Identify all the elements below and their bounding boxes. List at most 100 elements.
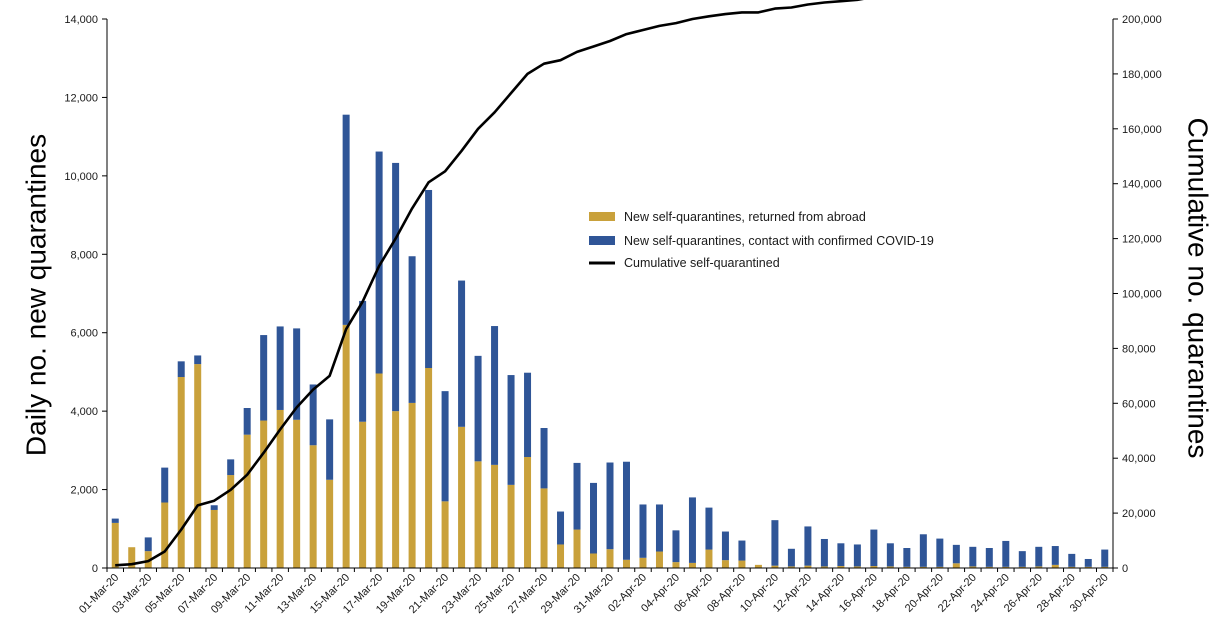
bar-abroad-20-Mar-20 [425, 368, 433, 568]
bar-abroad-20-Apr-20 [936, 566, 944, 568]
bar-contact-20-Mar-20 [425, 189, 433, 369]
right-tick-label: 160,000 [1122, 124, 1162, 136]
left-tick-label: 10,000 [64, 171, 98, 183]
bar-abroad-11-Apr-20 [787, 566, 795, 568]
bar-abroad-05-Mar-20 [177, 377, 185, 568]
bar-contact-17-Mar-20 [375, 151, 383, 374]
bar-abroad-02-Mar-20 [128, 547, 136, 568]
bar-contact-26-Apr-20 [1035, 546, 1043, 567]
bar-contact-11-Mar-20 [276, 326, 284, 410]
bar-abroad-03-Mar-20 [144, 551, 152, 568]
bar-contact-08-Apr-20 [738, 540, 746, 561]
bar-contact-20-Apr-20 [936, 538, 944, 567]
bar-contact-24-Mar-20 [491, 326, 499, 465]
bar-contact-19-Mar-20 [408, 256, 416, 403]
bar-abroad-31-Mar-20 [606, 549, 614, 568]
bar-contact-10-Apr-20 [771, 520, 779, 566]
bar-contact-12-Mar-20 [293, 328, 301, 420]
bar-contact-04-Apr-20 [672, 530, 680, 563]
bar-abroad-30-Mar-20 [590, 553, 598, 568]
bar-abroad-04-Apr-20 [672, 562, 680, 568]
bar-contact-15-Mar-20 [342, 114, 350, 325]
bar-abroad-19-Mar-20 [408, 402, 416, 568]
right-tick-label: 140,000 [1122, 179, 1162, 191]
bar-contact-05-Mar-20 [177, 361, 185, 378]
bar-contact-13-Mar-20 [309, 384, 317, 446]
bar-contact-22-Apr-20 [969, 546, 977, 567]
right-tick-label: 60,000 [1122, 398, 1156, 410]
bar-contact-27-Apr-20 [1051, 546, 1059, 565]
bar-contact-18-Apr-20 [903, 548, 911, 567]
bar-abroad-21-Mar-20 [441, 501, 449, 568]
left-axis-ticks: 0 2,000 4,000 6,000 8,000 10,000 12,000 14,000 [64, 14, 107, 575]
left-tick-label: 4,000 [70, 406, 98, 418]
bar-abroad-27-Apr-20 [1051, 564, 1059, 568]
bar-abroad-16-Mar-20 [359, 421, 367, 568]
bar-abroad-03-Apr-20 [655, 551, 663, 568]
bar-contact-13-Apr-20 [820, 538, 828, 567]
legend-label-abroad: New self-quarantines, returned from abro… [624, 210, 866, 224]
right-tick-label: 180,000 [1122, 69, 1162, 81]
bar-abroad-08-Mar-20 [227, 475, 235, 568]
cumulative-line [115, 0, 864, 567]
right-tick-label: 80,000 [1122, 343, 1156, 355]
bar-contact-29-Apr-20 [1084, 558, 1092, 567]
bar-abroad-30-Apr-20 [1101, 566, 1109, 568]
bar-abroad-24-Mar-20 [491, 464, 499, 568]
bar-abroad-18-Mar-20 [392, 411, 400, 568]
bar-abroad-22-Mar-20 [458, 426, 466, 568]
cumulative-line-layer [115, 0, 864, 567]
bar-abroad-24-Apr-20 [1002, 566, 1010, 568]
bar-contact-07-Mar-20 [210, 505, 218, 510]
bar-contact-23-Apr-20 [985, 548, 993, 567]
bar-abroad-11-Mar-20 [276, 409, 284, 568]
bar-contact-19-Apr-20 [919, 534, 927, 567]
bar-contact-04-Mar-20 [161, 467, 169, 503]
bar-contact-23-Mar-20 [474, 355, 482, 462]
bar-abroad-18-Apr-20 [903, 566, 911, 568]
bar-contact-26-Mar-20 [524, 372, 532, 458]
legend: New self-quarantines, returned from abro… [589, 210, 934, 270]
bar-abroad-07-Mar-20 [210, 509, 218, 568]
bar-contact-16-Mar-20 [359, 300, 367, 422]
bar-abroad-25-Mar-20 [507, 484, 515, 568]
bar-abroad-10-Apr-20 [771, 565, 779, 568]
bar-contact-31-Mar-20 [606, 462, 614, 550]
bar-abroad-06-Mar-20 [194, 364, 202, 568]
bar-contact-21-Mar-20 [441, 391, 449, 502]
bar-contact-01-Mar-20 [111, 518, 119, 523]
bar-contact-14-Mar-20 [326, 419, 334, 480]
right-tick-label: 100,000 [1122, 289, 1162, 301]
bar-abroad-19-Apr-20 [919, 566, 927, 568]
bar-abroad-27-Mar-20 [540, 488, 548, 568]
legend-label-cumulative: Cumulative self-quarantined [624, 256, 780, 270]
bar-abroad-25-Apr-20 [1018, 566, 1026, 568]
right-axis-ticks: 0 20,000 40,000 60,000 80,000 100,000 120,000 1… [1113, 14, 1162, 575]
right-tick-label: 120,000 [1122, 234, 1162, 246]
bar-contact-28-Apr-20 [1068, 553, 1076, 567]
bar-abroad-26-Apr-20 [1035, 566, 1043, 568]
bar-abroad-14-Apr-20 [837, 566, 845, 568]
bar-abroad-01-Apr-20 [622, 559, 630, 568]
bar-abroad-23-Apr-20 [985, 566, 993, 568]
bar-contact-11-Apr-20 [787, 548, 795, 567]
bar-abroad-13-Mar-20 [309, 445, 317, 568]
x-axis-ticks: 01-Mar-2003-Mar-2005-Mar-2007-Mar-2009-M… [77, 568, 1114, 616]
bar-contact-15-Apr-20 [853, 544, 861, 567]
legend-swatch-contact [589, 236, 615, 245]
legend-swatch-abroad [589, 212, 615, 221]
bar-abroad-22-Apr-20 [969, 566, 977, 568]
right-tick-label: 40,000 [1122, 453, 1156, 465]
bar-abroad-28-Apr-20 [1068, 566, 1076, 568]
bar-abroad-17-Mar-20 [375, 373, 383, 568]
bar-abroad-17-Apr-20 [886, 566, 894, 568]
right-tick-label: 20,000 [1122, 508, 1156, 520]
bar-abroad-10-Mar-20 [260, 420, 268, 568]
bar-contact-25-Apr-20 [1018, 551, 1026, 567]
right-axis-title: Cumulative no. quarantines [1183, 118, 1214, 459]
bar-abroad-26-Mar-20 [524, 457, 532, 568]
bar-contact-09-Mar-20 [243, 408, 251, 435]
bar-contact-03-Apr-20 [655, 504, 663, 552]
bar-contact-16-Apr-20 [870, 529, 878, 567]
bar-abroad-01-Mar-20 [111, 522, 119, 568]
